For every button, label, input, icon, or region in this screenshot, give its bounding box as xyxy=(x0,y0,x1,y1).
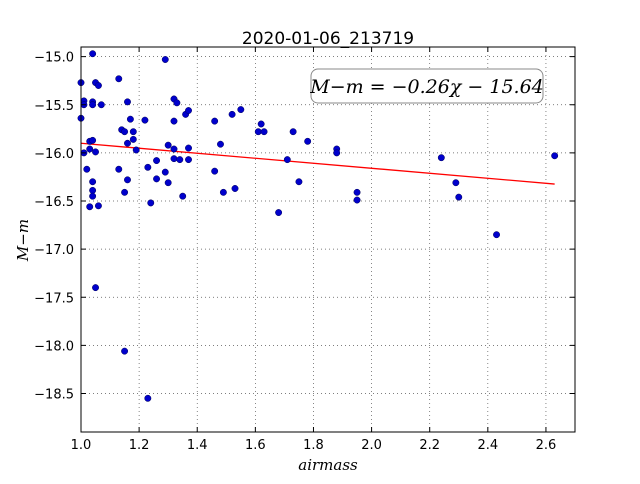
data-point xyxy=(83,165,91,173)
x-tick-label: 2.4 xyxy=(477,438,498,453)
data-point xyxy=(173,99,181,107)
data-point xyxy=(153,175,161,183)
data-point xyxy=(333,149,341,157)
x-tick-label: 2.6 xyxy=(536,438,557,453)
x-tick-label: 2.2 xyxy=(419,438,440,453)
data-point xyxy=(185,156,192,164)
data-point xyxy=(129,135,137,143)
x-tick-label: 1.6 xyxy=(245,438,266,453)
data-point xyxy=(219,188,227,196)
data-point xyxy=(211,117,219,125)
data-point xyxy=(275,209,283,217)
data-point xyxy=(211,167,219,175)
fit-line-group xyxy=(80,142,555,185)
x-tick-label: 1.4 xyxy=(187,438,208,453)
fit-line xyxy=(80,142,555,185)
data-point xyxy=(452,179,460,187)
plot-frame xyxy=(80,46,576,433)
y-tick-label: −15.0 xyxy=(34,51,74,66)
fit-annotation: M−m = −0.26χ − 15.64 xyxy=(309,68,544,104)
data-point xyxy=(228,110,236,118)
data-point xyxy=(86,145,94,153)
data-point xyxy=(283,156,291,164)
y-tick-label: −17.0 xyxy=(34,243,74,258)
data-point xyxy=(185,144,192,152)
data-point xyxy=(92,284,99,292)
data-point xyxy=(231,185,239,192)
data-point xyxy=(144,163,152,171)
data-point xyxy=(97,101,105,109)
y-tick-label: −18.0 xyxy=(34,339,74,354)
data-point xyxy=(257,120,265,128)
y-tick-label: −18.5 xyxy=(34,388,74,403)
data-point xyxy=(144,394,152,402)
data-point xyxy=(124,176,131,184)
annotation-text: M−m = −0.26χ − 15.64 xyxy=(309,76,544,98)
x-tick-label: 1.0 xyxy=(71,438,92,453)
x-tick-label: 1.8 xyxy=(303,438,324,453)
data-point xyxy=(161,168,169,176)
data-point xyxy=(121,128,129,136)
y-axis-label: M−m xyxy=(14,219,32,262)
data-point xyxy=(124,98,131,106)
data-point xyxy=(161,56,169,63)
data-point xyxy=(353,196,361,204)
data-point xyxy=(353,188,361,196)
data-point xyxy=(115,75,123,83)
data-point xyxy=(89,101,97,109)
y-tick-label: −17.5 xyxy=(34,291,74,306)
data-point xyxy=(92,148,99,156)
y-tick-label: −15.5 xyxy=(34,99,74,114)
x-tick-label: 2.0 xyxy=(361,438,382,453)
data-point xyxy=(147,199,155,207)
x-tick-label: 1.2 xyxy=(129,438,150,453)
data-point xyxy=(551,152,559,160)
data-point xyxy=(141,116,149,124)
data-point xyxy=(121,188,129,196)
data-point xyxy=(304,137,312,145)
data-point xyxy=(217,140,224,148)
data-point xyxy=(124,139,131,147)
data-point xyxy=(237,106,245,114)
data-point xyxy=(295,178,303,186)
x-axis-ticks: 1.0 1.2 1.4 1.6 1.8 2.0 2.2 2.4 2.6 xyxy=(71,47,557,453)
y-tick-label: −16.5 xyxy=(34,195,74,210)
data-point xyxy=(176,156,184,164)
y-axis-ticks: −15.0 −15.5 −16.0 −16.5 −17.0 −17.5 −18.0 −18.5 xyxy=(34,51,575,403)
data-point xyxy=(164,179,172,187)
data-point xyxy=(179,192,187,200)
data-point xyxy=(126,115,134,123)
data-point xyxy=(437,154,445,162)
data-point xyxy=(185,107,192,114)
data-point xyxy=(493,231,500,239)
data-point xyxy=(289,128,297,136)
annotation-box xyxy=(310,68,544,104)
x-axis-label: airmass xyxy=(298,456,358,474)
data-point xyxy=(170,145,178,153)
data-point xyxy=(89,50,97,58)
data-point xyxy=(94,82,102,89)
data-point xyxy=(89,186,97,194)
data-point xyxy=(89,192,97,200)
data-point xyxy=(170,155,178,163)
data-point xyxy=(129,128,137,136)
data-point xyxy=(170,117,178,125)
chart-title: 2020-01-06_213719 xyxy=(242,29,414,49)
data-point xyxy=(89,136,97,144)
data-point xyxy=(260,128,268,136)
data-point xyxy=(455,193,463,201)
data-point xyxy=(89,178,97,186)
data-point xyxy=(254,128,262,136)
data-point xyxy=(153,157,161,165)
data-points xyxy=(77,50,559,402)
data-point xyxy=(94,202,102,210)
data-point xyxy=(132,146,140,154)
data-point xyxy=(86,203,94,211)
data-point xyxy=(121,347,129,355)
data-point xyxy=(115,165,123,173)
y-tick-label: −16.0 xyxy=(34,147,74,162)
data-point xyxy=(164,141,172,149)
